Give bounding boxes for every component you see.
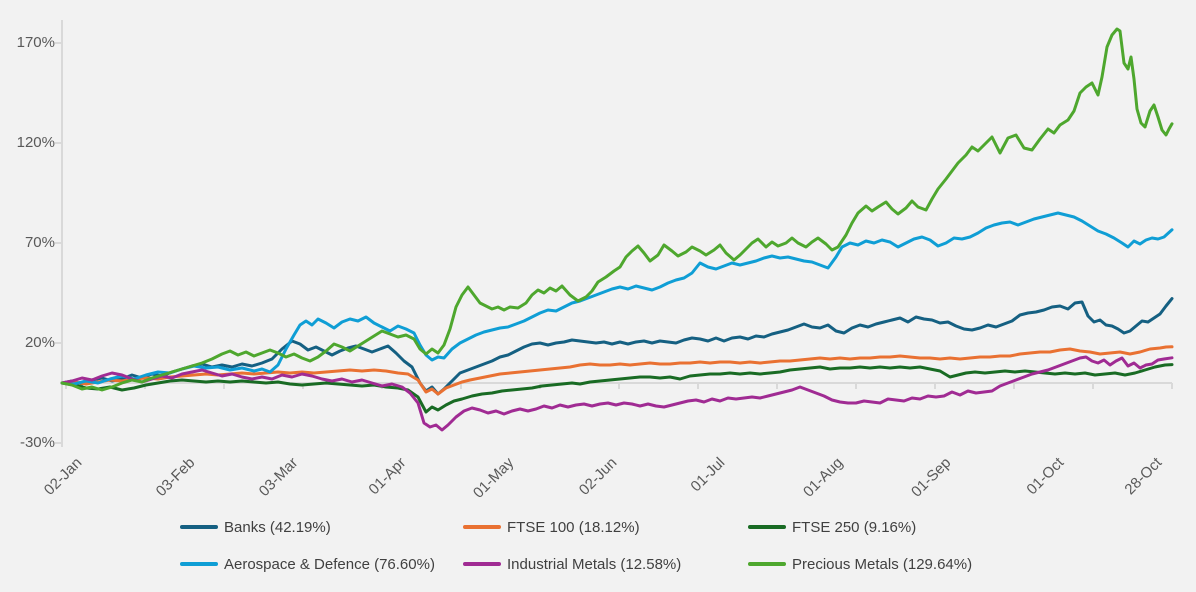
y-tick-label: 170% [16,34,55,51]
legend-swatch [748,562,786,566]
legend-swatch [180,525,218,529]
legend-item-aerospace-defence: Aerospace & Defence (76.60%) [180,552,435,576]
series-line-ftse-250 [60,363,1174,414]
y-tick-label: 120% [16,134,55,151]
legend-swatch [463,562,501,566]
legend-label: Banks (42.19%) [224,518,331,536]
y-tick-label: -30% [19,434,55,451]
y-tick-label: 70% [24,234,55,251]
legend-item-ftse-250: FTSE 250 (9.16%) [748,515,916,539]
legend-label: Industrial Metals (12.58%) [507,555,682,573]
legend-item-precious-metals: Precious Metals (129.64%) [748,552,972,576]
legend-label: Precious Metals (129.64%) [792,555,973,573]
legend-swatch [180,562,218,566]
legend-swatch [463,525,501,529]
series-line-precious-metals [60,27,1174,392]
y-tick-label: 20% [24,334,55,351]
legend-item-ftse-100: FTSE 100 (18.12%) [463,515,640,539]
legend-item-banks: Banks (42.19%) [180,515,331,539]
series-line-industrial-metals [60,355,1174,432]
series-line-aerospace-defence [60,211,1174,386]
legend-swatch [748,525,786,529]
legend-label: FTSE 250 (9.16%) [792,518,917,536]
series-line-ftse-100 [60,345,1174,396]
legend-label: Aerospace & Defence (76.60%) [224,555,435,573]
legend-label: FTSE 100 (18.12%) [507,518,640,536]
legend-item-industrial-metals: Industrial Metals (12.58%) [463,552,681,576]
